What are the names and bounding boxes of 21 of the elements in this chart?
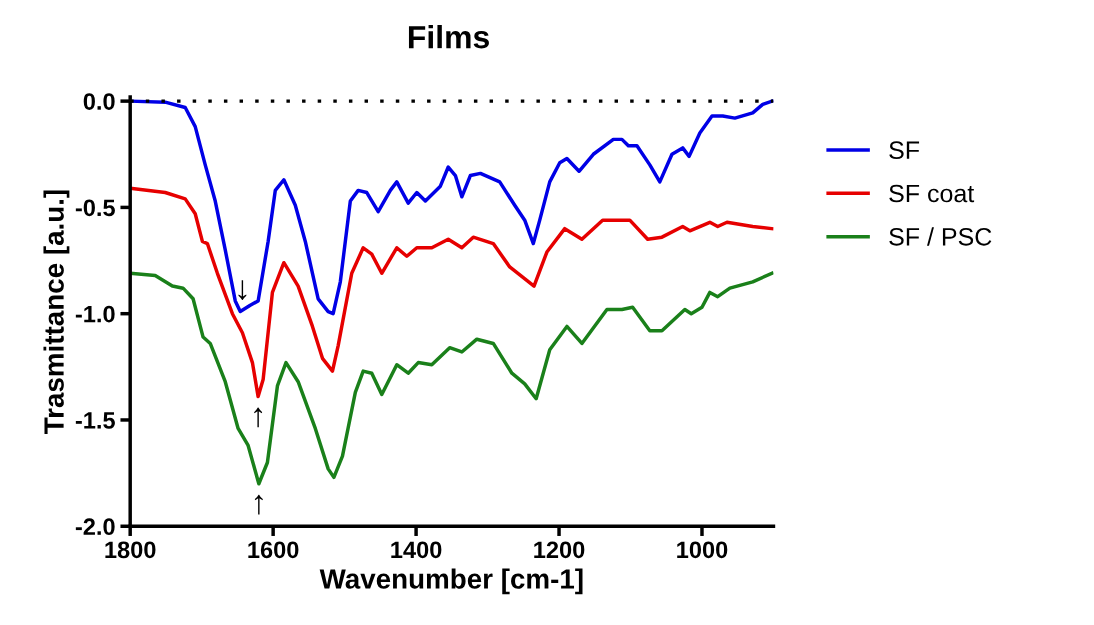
y-tick-label: 0.0: [83, 93, 115, 110]
line-series: [130, 186, 774, 399]
annotation: ↑: [254, 494, 263, 515]
y-tick-label: -1.5: [75, 412, 115, 429]
y-tick-label: -1.0: [75, 305, 115, 323]
chart-title: Films: [408, 25, 489, 49]
x-tick-label: 1000: [677, 541, 728, 559]
x-tick-label: 1200: [534, 541, 585, 559]
x-tick-label: 1400: [391, 541, 442, 559]
legend-label: SF / PSC: [889, 227, 992, 246]
y-tick-label: -0.5: [75, 199, 115, 217]
x-tick-label: 1600: [248, 541, 299, 559]
x-tick-label: 1800: [105, 541, 156, 559]
x-axis-title: Wavenumber [cm-1]: [319, 568, 583, 595]
y-axis-title: Trasmittance [a.u.]: [43, 190, 70, 434]
y-tick-label: -2.0: [75, 518, 115, 536]
line-series: [130, 271, 774, 486]
annotation: ↑: [254, 407, 263, 428]
legend-label: SF: [889, 141, 920, 160]
legend-label: SF coat: [889, 184, 975, 203]
annotation: ↓: [238, 280, 247, 301]
